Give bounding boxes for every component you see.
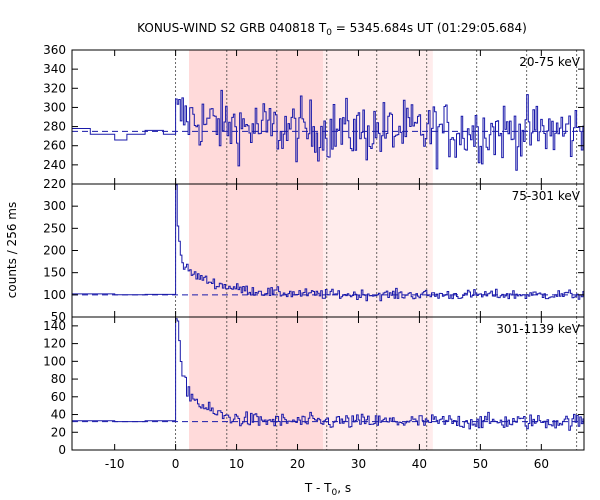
- y-tick-label: 300: [43, 100, 66, 114]
- y-tick-label: 220: [43, 177, 66, 191]
- y-tick-label: 40: [51, 408, 66, 422]
- x-axis: -10 0 10 20 30 40 50 60: [105, 457, 549, 471]
- shaded-region-2: [323, 50, 433, 184]
- y-tick-label: 320: [43, 81, 66, 95]
- y-tick-label: 80: [51, 372, 66, 386]
- chart-title-sub: 0: [326, 28, 332, 38]
- shaded-region-1: [189, 317, 324, 450]
- x-axis-label-main: T - T: [304, 481, 332, 495]
- panel-energy-label: 75-301 keV: [512, 189, 581, 203]
- panel-3: 0 20 40 60 80 100 120 140 301-1139 keV: [43, 316, 585, 457]
- y-tick-label: 240: [43, 158, 66, 172]
- x-tick-label: 20: [290, 457, 305, 471]
- panel-energy-label: 301-1139 keV: [496, 322, 580, 336]
- y-tick-label: 340: [43, 62, 66, 76]
- y-axis-label: counts / 256 ms: [5, 202, 19, 298]
- y-tick-label: 60: [51, 390, 66, 404]
- x-axis-label: T - T0, s: [304, 481, 351, 498]
- x-tick-label: 60: [534, 457, 549, 471]
- x-tick-label: 30: [351, 457, 366, 471]
- y-tick-label: 200: [43, 244, 66, 258]
- y-tick-label: 280: [43, 120, 66, 134]
- light-curve-series: [72, 89, 584, 171]
- x-axis-label-sub: 0: [332, 488, 338, 498]
- y-tick-label: 250: [43, 221, 66, 235]
- y-tick-label: 260: [43, 139, 66, 153]
- shaded-region-2: [323, 317, 433, 450]
- shaded-region-1: [189, 184, 324, 317]
- chart-title-main: KONUS-WIND S2 GRB 040818 T: [137, 21, 327, 35]
- x-tick-label: 10: [229, 457, 244, 471]
- x-tick-label: 40: [412, 457, 427, 471]
- y-tick-label: 300: [43, 199, 66, 213]
- y-tick-label: 140: [43, 319, 66, 333]
- y-tick-label: 0: [58, 443, 66, 457]
- y-tick-label: 120: [43, 337, 66, 351]
- chart-title: KONUS-WIND S2 GRB 040818 T0 = 5345.684s …: [137, 21, 527, 38]
- y-tick-label: 100: [43, 288, 66, 302]
- chart-title-rest: = 5345.684s UT (01:29:05.684): [332, 21, 527, 35]
- panel-frame: [71, 316, 585, 451]
- y-tick-label: 360: [43, 43, 66, 57]
- y-tick-label: 150: [43, 266, 66, 280]
- panel-2: 50 100 150 200 250 300 75-301 keV: [43, 183, 585, 324]
- x-tick-label: -10: [105, 457, 125, 471]
- light-curve-series: [72, 184, 584, 302]
- y-tick-label: 50: [51, 310, 66, 324]
- panel-1: 220 240 260 280 300 320 340 360 20-75 keV: [43, 43, 585, 191]
- y-tick-label: 100: [43, 354, 66, 368]
- y-tick-label: 20: [51, 425, 66, 439]
- x-tick-label: 0: [172, 457, 180, 471]
- x-axis-label-rest: , s: [337, 481, 351, 495]
- shaded-region-1: [189, 50, 324, 184]
- light-curve-series: [72, 318, 584, 431]
- x-tick-label: 50: [473, 457, 488, 471]
- panels: 220 240 260 280 300 320 340 360 20-75 keV 50 100 15…: [43, 43, 585, 457]
- panel-energy-label: 20-75 keV: [519, 55, 581, 69]
